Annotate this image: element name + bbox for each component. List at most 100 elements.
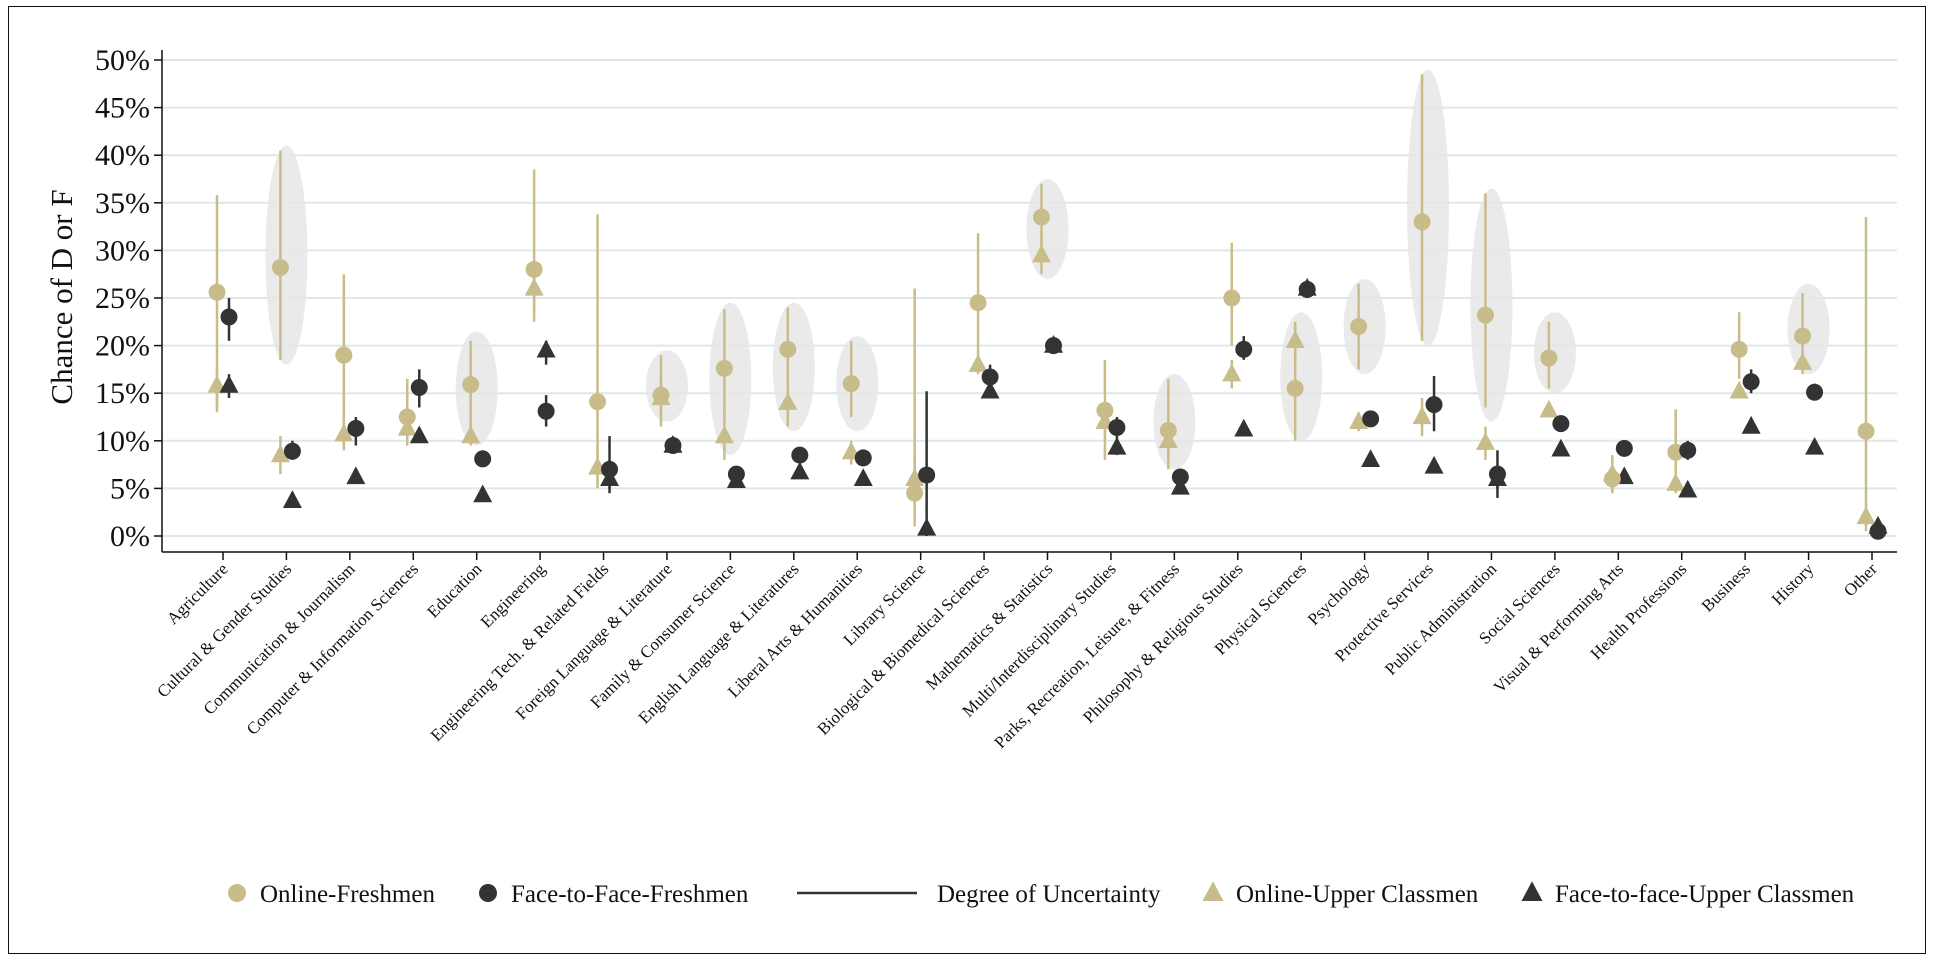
data-point — [1805, 436, 1825, 455]
data-point — [474, 450, 492, 468]
legend: Online-Freshmen Face-to-Face-Freshmen Degr… — [228, 881, 1855, 908]
legend-label: Degree of Uncertainty — [937, 881, 1161, 908]
uncertainty-ellipse-public-administration — [1470, 188, 1513, 422]
data-point — [1729, 380, 1749, 399]
data-point — [842, 375, 860, 393]
uncertainty-ellipse-family-consumer-science — [709, 302, 752, 456]
data-point — [1857, 422, 1875, 440]
y-tick-label: 45% — [95, 92, 150, 125]
data-point — [335, 346, 353, 364]
data-point — [790, 461, 810, 480]
legend-marker — [1521, 881, 1543, 901]
data-point — [968, 354, 988, 372]
data-point — [1349, 411, 1369, 429]
uncertainty-ellipse-parks-recreation-leisure-fitness — [1153, 374, 1196, 470]
data-point — [219, 374, 239, 393]
data-point — [1678, 479, 1698, 498]
uncertainty-ellipse-mathematics-statistics — [1026, 179, 1069, 279]
gridlines — [162, 59, 1897, 537]
data-point — [282, 490, 302, 508]
series-online-freshmen — [208, 74, 1875, 532]
data-point — [347, 419, 365, 437]
data-point — [270, 444, 290, 463]
data-point — [1286, 379, 1304, 397]
y-tick-label: 10% — [95, 425, 150, 458]
data-point — [727, 465, 745, 483]
data-point — [1361, 449, 1381, 468]
x-tick-label-education: Education — [423, 559, 486, 622]
data-point — [1603, 470, 1621, 488]
y-tick-label: 40% — [95, 139, 150, 172]
legend-label: Online-Upper Classmen — [1236, 881, 1479, 908]
data-point — [1615, 439, 1633, 457]
uncertainty-ellipse-protective-services — [1407, 69, 1450, 346]
x-tick-label-public-administration: Public Administration — [1381, 559, 1501, 679]
uncertainty-ellipse-cultural-gender-studies — [265, 145, 308, 365]
data-point — [1794, 327, 1812, 345]
legend-label: Online-Freshmen — [260, 881, 435, 908]
x-tick-label-business: Business — [1698, 559, 1754, 615]
data-point — [1424, 455, 1444, 474]
data-point — [1096, 401, 1114, 419]
data-point — [1170, 476, 1190, 495]
data-point — [1032, 244, 1051, 263]
uncertainty-ellipse-english-language-literatures — [772, 302, 815, 432]
data-point — [1298, 280, 1316, 298]
data-point — [601, 460, 619, 478]
data-point — [918, 466, 936, 484]
data-point — [981, 368, 999, 386]
y-axis-label: Chance of D or F — [44, 189, 79, 404]
data-point — [969, 294, 987, 312]
data-point — [1540, 349, 1558, 367]
data-point — [1223, 289, 1241, 307]
y-tick-label: 35% — [95, 187, 150, 220]
data-point — [1222, 363, 1242, 382]
data-point — [1362, 410, 1380, 428]
data-point — [1869, 522, 1887, 540]
data-point — [652, 386, 670, 404]
data-point — [398, 408, 416, 426]
data-point — [1413, 213, 1431, 231]
x-tick-label-other: Other — [1840, 559, 1881, 600]
data-point — [346, 466, 366, 485]
data-point — [208, 283, 226, 301]
data-point — [1730, 340, 1748, 358]
x-tick-label-agriculture: Agriculture — [163, 559, 232, 628]
data-point — [537, 402, 555, 420]
y-tick-label: 15% — [95, 377, 150, 410]
data-point — [1475, 432, 1495, 450]
uncertainty-ellipses — [265, 69, 1830, 470]
data-point — [1679, 441, 1697, 459]
axes: 0% 5% 10% 15% 20% 25% 30% 35% 40% 45% 50% — [95, 44, 1897, 560]
legend-item-online-freshmen: Online-Freshmen — [228, 881, 435, 908]
data-point — [1107, 436, 1127, 455]
uncertainty-ellipse-foreign-language-literature — [645, 350, 688, 422]
data-point — [1488, 465, 1506, 483]
data-point — [1350, 318, 1368, 336]
data-point — [854, 449, 872, 467]
legend-item-face-to-face-freshmen: Face-to-Face-Freshmen — [479, 881, 749, 908]
data-point — [779, 340, 797, 358]
data-point — [220, 308, 238, 326]
y-tick-label: 30% — [95, 234, 150, 267]
y-tick-label: 50% — [95, 44, 150, 77]
data-point — [462, 376, 480, 394]
data-point — [1159, 421, 1177, 439]
data-point — [1045, 337, 1062, 355]
legend-marker — [479, 884, 497, 902]
data-point — [410, 378, 428, 396]
y-tick-label: 5% — [110, 472, 150, 505]
data-point — [1806, 383, 1824, 401]
y-tick-label: 0% — [110, 520, 150, 553]
data-point — [271, 259, 289, 277]
data-point — [283, 442, 301, 460]
x-tick-label-history: History — [1768, 559, 1818, 609]
legend-item-face-to-face-upper-classmen: Face-to-face-Upper Classmen — [1521, 881, 1855, 908]
data-point — [1235, 340, 1253, 358]
data-point — [1742, 373, 1760, 391]
data-point — [1234, 418, 1254, 437]
data-point — [1552, 415, 1570, 433]
data-point — [1551, 438, 1571, 457]
